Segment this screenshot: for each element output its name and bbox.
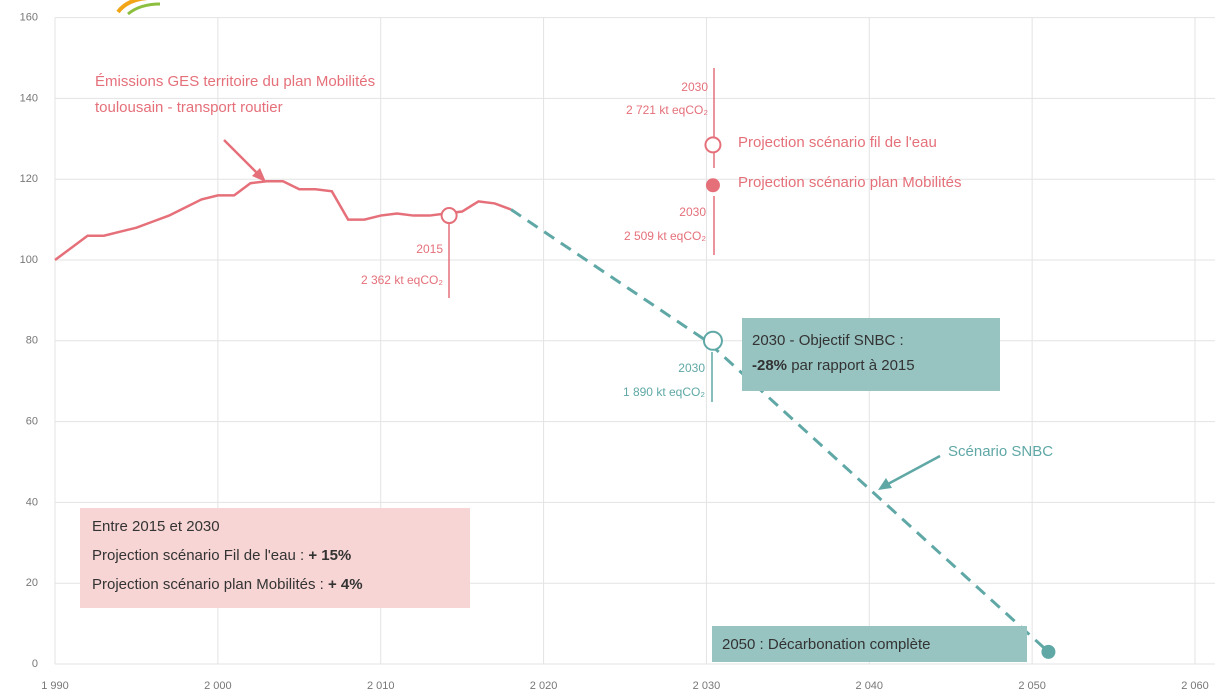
series-line bbox=[510, 208, 1050, 653]
point bbox=[1041, 644, 1056, 659]
arrow bbox=[223, 139, 259, 175]
logo bbox=[116, 0, 149, 14]
annotation-text: Projection scénario plan Mobilités bbox=[738, 174, 961, 191]
y-tick-label: 40 bbox=[26, 496, 38, 508]
annotation-box bbox=[80, 508, 470, 608]
x-tick-label: 2 060 bbox=[1181, 680, 1209, 692]
annotation-text: toulousain - transport routier bbox=[95, 99, 283, 116]
annotation-text: 2050 : Décarbonation complète bbox=[722, 636, 930, 653]
annotation-segment: + 4% bbox=[328, 576, 363, 593]
annotation-box bbox=[712, 626, 1027, 662]
arrow bbox=[887, 454, 941, 486]
annotation-segment: -28% bbox=[752, 357, 787, 374]
y-tick-label: 20 bbox=[26, 577, 38, 589]
x-tick-label: 2 020 bbox=[530, 680, 558, 692]
x-tick-label: 2 030 bbox=[693, 680, 721, 692]
y-tick-label: 0 bbox=[32, 658, 38, 670]
arrow-head bbox=[878, 478, 892, 490]
annotation-text: Projection scénario fil de l'eau bbox=[738, 134, 937, 151]
series-line bbox=[54, 179, 512, 262]
annotation-text: Émissions GES territoire du plan Mobilit… bbox=[95, 73, 375, 90]
arrow-head bbox=[252, 168, 266, 182]
x-tick-label: 2 040 bbox=[856, 680, 884, 692]
point bbox=[440, 207, 458, 225]
annotation-segment: par rapport à 2015 bbox=[787, 357, 915, 374]
y-tick-label: 100 bbox=[20, 254, 38, 266]
y-tick-label: 140 bbox=[20, 92, 38, 104]
x-tick-label: 1 990 bbox=[41, 680, 69, 692]
annotation-text: 2 509 kt eqCO₂ bbox=[624, 229, 706, 243]
annotation-box bbox=[742, 318, 1000, 391]
point bbox=[704, 136, 722, 154]
annotation-text: 2030 bbox=[681, 80, 708, 94]
logo bbox=[127, 2, 161, 16]
leaders bbox=[223, 68, 941, 490]
x-tick-label: 2 050 bbox=[1018, 680, 1046, 692]
annotation-text: -28% par rapport à 2015 bbox=[752, 357, 915, 374]
annotation-segment: + 15% bbox=[308, 547, 351, 564]
annotation-text: 2030 - Objectif SNBC : bbox=[752, 332, 904, 349]
y-tick-label: 60 bbox=[26, 416, 38, 428]
y-tick-label: 120 bbox=[20, 173, 38, 185]
x-tick-label: 2 000 bbox=[204, 680, 232, 692]
annotation-segment: Projection scénario plan Mobilités : bbox=[92, 576, 328, 593]
annotation-text: Scénario SNBC bbox=[948, 443, 1053, 460]
annotation-text: 1 890 kt eqCO₂ bbox=[623, 385, 705, 399]
annotation-text: Entre 2015 et 2030 bbox=[92, 518, 220, 535]
y-tick-label: 160 bbox=[20, 12, 38, 24]
annotation-text: Projection scénario plan Mobilités : + 4… bbox=[92, 576, 363, 593]
y-tick-label: 80 bbox=[26, 335, 38, 347]
annotation-text: Projection scénario Fil de l'eau : + 15% bbox=[92, 547, 351, 564]
x-tick-label: 2 010 bbox=[367, 680, 395, 692]
annotation-text: 2030 bbox=[678, 361, 705, 375]
annotation-segment: Projection scénario Fil de l'eau : bbox=[92, 547, 308, 564]
annotation-text: 2 721 kt eqCO₂ bbox=[626, 103, 708, 117]
annotation-text: 2 362 kt eqCO₂ bbox=[361, 273, 443, 287]
point bbox=[702, 330, 723, 351]
annotation-text: 2030 bbox=[679, 205, 706, 219]
annotation-text: 2015 bbox=[416, 242, 443, 256]
point bbox=[705, 178, 720, 193]
